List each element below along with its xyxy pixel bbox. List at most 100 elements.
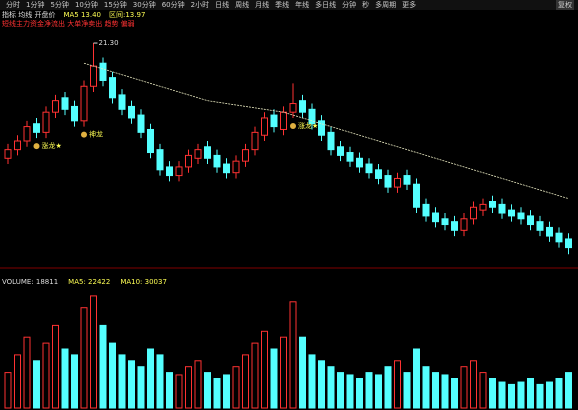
candle-body [90, 65, 97, 87]
volume-bar [156, 354, 164, 409]
period-button[interactable]: 年线 [295, 1, 310, 9]
volume-header-text: MA5: 22422 [68, 278, 110, 286]
period-button[interactable]: 60分钟 [161, 1, 185, 9]
candle-body [308, 108, 316, 125]
signal-label: 神龙 [89, 130, 103, 139]
period-button[interactable]: 分时 [6, 1, 20, 9]
period-button[interactable]: 多周期 [375, 1, 397, 9]
candle-body [565, 238, 572, 249]
volume-bar [308, 354, 316, 409]
candle-body [422, 203, 430, 217]
candle-body [33, 123, 40, 133]
volume-bar [213, 378, 221, 409]
candle-body [289, 103, 297, 113]
volume-bar [527, 378, 534, 409]
volume-bar [451, 378, 458, 409]
volume-bar [251, 342, 259, 409]
period-button[interactable]: 季线 [275, 1, 290, 9]
candle-body [394, 177, 401, 188]
period-button[interactable]: 更多 [402, 1, 417, 9]
volume-bar [14, 354, 21, 409]
period-button[interactable]: 2小时 [190, 1, 210, 9]
period-button[interactable]: 1分钟 [26, 1, 45, 9]
candle-body [137, 114, 145, 133]
period-button[interactable]: 周线 [235, 1, 250, 9]
volume-bar [318, 360, 325, 409]
header-text: MA5 13.40 [63, 11, 101, 19]
candle-body [270, 114, 278, 128]
period-button[interactable]: 15分钟 [103, 1, 127, 9]
period-button[interactable]: 日线 [215, 1, 230, 9]
candle-body [71, 105, 78, 122]
volume-bar [128, 360, 135, 409]
candle-body [498, 203, 506, 214]
period-button[interactable]: 多日线 [315, 1, 337, 9]
volume-bar [42, 342, 50, 409]
volume-bar [555, 378, 563, 409]
candle-body [451, 221, 458, 231]
volume-bar [118, 354, 126, 409]
volume-bar [242, 354, 249, 409]
volume-bar [479, 372, 487, 409]
candle-body [242, 149, 249, 162]
volume-bar [99, 324, 107, 409]
candle-body [489, 201, 496, 208]
candle-body [42, 111, 50, 133]
candle-body [23, 126, 31, 142]
period-button[interactable]: 分钟 [342, 1, 357, 9]
candle-body [517, 212, 525, 220]
candle-body [413, 183, 420, 208]
volume-bar [232, 366, 240, 409]
signal-label: 涨龙★ [42, 141, 62, 150]
volume-bar [280, 336, 287, 409]
candle-body [156, 149, 164, 171]
volume-bar [90, 295, 97, 409]
candle-body [403, 175, 411, 185]
candle-body [80, 85, 88, 122]
period-button[interactable]: 秒 [362, 1, 370, 9]
volume-bar [223, 374, 230, 409]
volume-bar [147, 348, 154, 409]
period-button[interactable]: 5分钟 [50, 1, 69, 9]
peak-label: 21.30 [99, 39, 119, 47]
volume-bar [80, 307, 88, 409]
volume-bar [375, 374, 382, 409]
candle-body [147, 128, 154, 154]
volume-bar [413, 348, 420, 409]
period-button[interactable]: 10分钟 [74, 1, 98, 9]
volume-bar [365, 372, 373, 409]
volume-bar [71, 354, 78, 409]
signal-icon [81, 131, 87, 138]
candle-body [337, 146, 344, 156]
volume-bar [327, 366, 335, 409]
volume-bar [261, 330, 268, 409]
signal-label: 涨龙★ [298, 121, 318, 130]
volume-header-text: VOLUME: 18811 [2, 278, 58, 286]
period-button[interactable]: 30分钟 [132, 1, 156, 9]
volume-bar [61, 348, 69, 409]
volume-bar [166, 372, 173, 409]
volume-header-text: MA10: 30037 [120, 278, 167, 286]
volume-bar [175, 374, 183, 409]
volume-bar [109, 342, 116, 409]
volume-bar [33, 360, 40, 409]
adjust-button[interactable]: 复权 [556, 0, 574, 10]
header-text: 区间:13.97 [109, 11, 145, 19]
candle-body [251, 131, 259, 151]
candle-body [109, 77, 116, 99]
candle-body [536, 221, 544, 231]
candle-body [508, 209, 515, 217]
volume-bar [194, 360, 202, 409]
candle-body [356, 157, 363, 168]
volume-bar [4, 372, 12, 409]
candle-body [318, 120, 325, 136]
period-button[interactable]: 月线 [255, 1, 270, 9]
candle-body [470, 206, 477, 220]
volume-bar [23, 336, 31, 409]
signal-icon [33, 143, 40, 150]
moving-average [83, 62, 569, 200]
candle-body [327, 131, 335, 151]
candle-body [99, 62, 107, 82]
candle-body [375, 169, 382, 179]
volume-bar [137, 366, 145, 409]
